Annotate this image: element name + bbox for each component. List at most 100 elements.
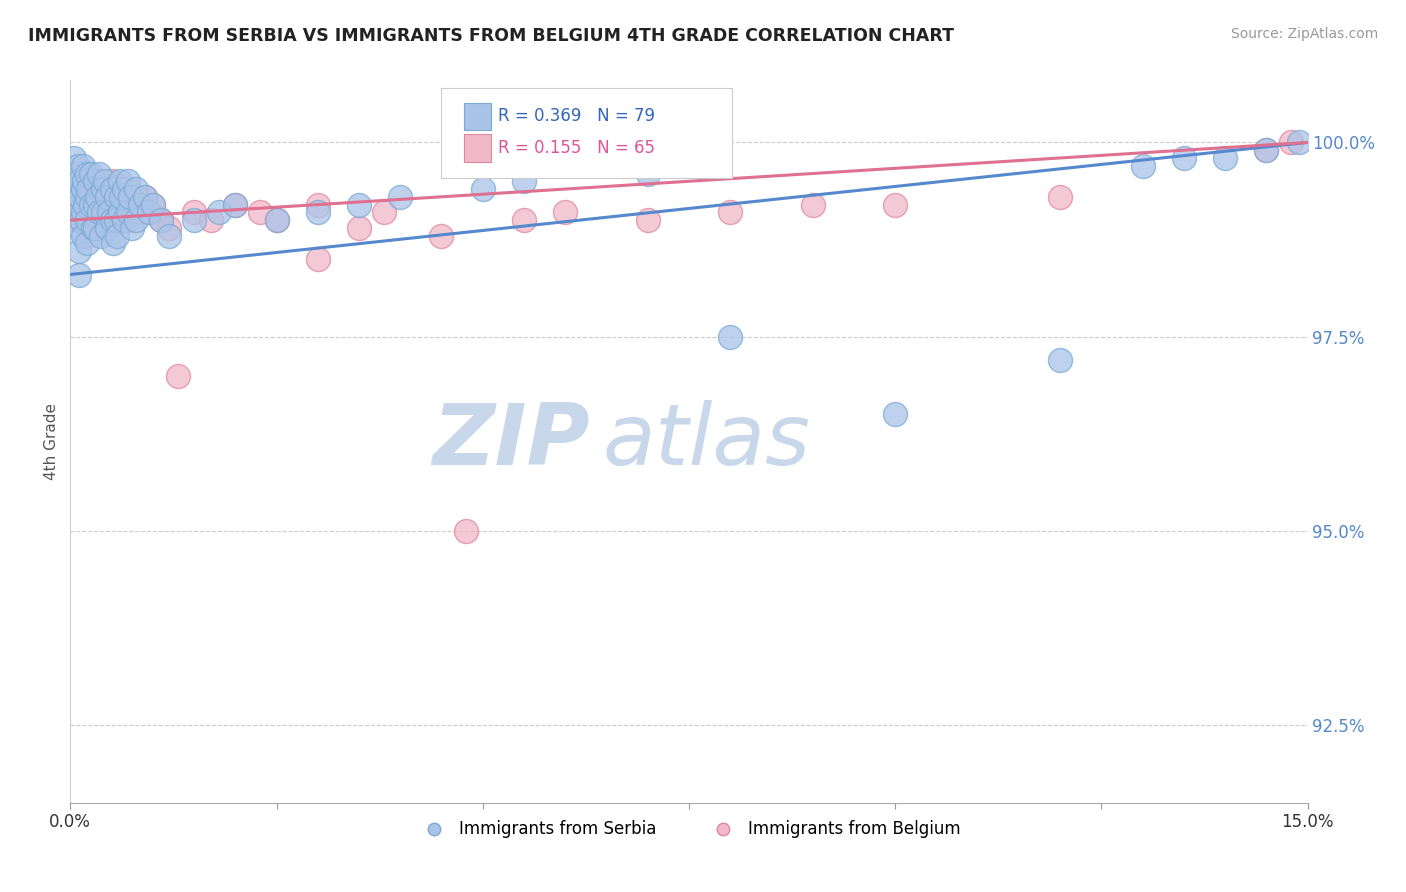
Point: [208, 205, 231, 219]
Point: [91, 213, 114, 227]
Point: [72, 182, 94, 196]
Point: [166, 368, 188, 383]
Point: [104, 213, 127, 227]
Point: [89, 174, 111, 188]
Point: [82, 197, 104, 211]
Point: [183, 213, 205, 227]
Point: [373, 205, 395, 219]
Point: [456, 524, 478, 538]
Point: [91, 182, 114, 196]
Point: [72, 205, 94, 219]
Text: R = 0.155   N = 65: R = 0.155 N = 65: [498, 139, 655, 157]
Point: [76, 213, 98, 227]
Point: [84, 174, 107, 188]
Point: [100, 213, 122, 227]
Point: [157, 220, 180, 235]
Point: [150, 213, 173, 227]
Point: [471, 182, 494, 196]
Point: [67, 174, 90, 188]
Point: [67, 268, 90, 282]
Point: [90, 228, 112, 243]
Point: [307, 205, 329, 219]
Point: [96, 220, 118, 235]
Text: R = 0.369   N = 79: R = 0.369 N = 79: [498, 107, 655, 126]
Point: [142, 197, 165, 211]
Point: [108, 205, 131, 219]
Point: [76, 190, 98, 204]
Point: [307, 252, 329, 266]
Point: [67, 205, 90, 219]
Point: [121, 197, 143, 211]
Point: [69, 190, 91, 204]
Point: [125, 182, 148, 196]
Point: [80, 167, 103, 181]
Point: [84, 197, 107, 211]
Point: [63, 167, 86, 181]
Point: [104, 190, 127, 204]
Point: [98, 205, 121, 219]
Point: [89, 205, 111, 219]
Point: [75, 197, 97, 211]
Point: [73, 182, 96, 196]
Point: [266, 213, 288, 227]
Point: [73, 174, 96, 188]
Point: [86, 190, 108, 204]
Point: [77, 182, 100, 196]
Point: [129, 197, 152, 211]
Point: [142, 197, 165, 211]
Point: [91, 205, 114, 219]
Point: [84, 182, 107, 196]
Point: [94, 197, 117, 211]
Point: [67, 197, 90, 211]
Point: [100, 174, 122, 188]
Point: [112, 197, 135, 211]
Point: [430, 228, 453, 243]
Point: [513, 174, 536, 188]
Point: [513, 213, 536, 227]
Point: [80, 174, 103, 188]
Point: [129, 205, 152, 219]
Point: [66, 213, 89, 227]
Text: IMMIGRANTS FROM SERBIA VS IMMIGRANTS FROM BELGIUM 4TH GRADE CORRELATION CHART: IMMIGRANTS FROM SERBIA VS IMMIGRANTS FRO…: [28, 27, 955, 45]
Point: [112, 213, 135, 227]
Point: [108, 182, 131, 196]
Point: [80, 213, 103, 227]
Point: [86, 190, 108, 204]
Point: [125, 190, 148, 204]
Point: [150, 213, 173, 227]
Point: [72, 228, 94, 243]
Point: [121, 220, 143, 235]
Point: [1049, 190, 1071, 204]
Text: atlas: atlas: [602, 400, 810, 483]
Point: [67, 244, 90, 259]
Point: [108, 174, 131, 188]
Point: [117, 174, 139, 188]
Point: [112, 182, 135, 196]
Point: [82, 220, 104, 235]
Bar: [464, 103, 491, 130]
Point: [637, 213, 659, 227]
Point: [134, 190, 156, 204]
Point: [67, 174, 90, 188]
Point: [77, 190, 100, 204]
Y-axis label: 4th Grade: 4th Grade: [44, 403, 59, 480]
Point: [307, 197, 329, 211]
Point: [76, 167, 98, 181]
Point: [118, 190, 141, 204]
Point: [884, 408, 907, 422]
Point: [157, 228, 180, 243]
Point: [1256, 143, 1278, 157]
Point: [134, 190, 156, 204]
Point: [347, 220, 370, 235]
Point: [76, 236, 98, 251]
Point: [637, 167, 659, 181]
Point: [718, 329, 741, 343]
Point: [76, 174, 98, 188]
Point: [76, 228, 98, 243]
Point: [72, 159, 94, 173]
Point: [1173, 151, 1195, 165]
Point: [718, 205, 741, 219]
Point: [224, 197, 246, 211]
Point: [138, 205, 160, 219]
Point: [90, 220, 112, 235]
